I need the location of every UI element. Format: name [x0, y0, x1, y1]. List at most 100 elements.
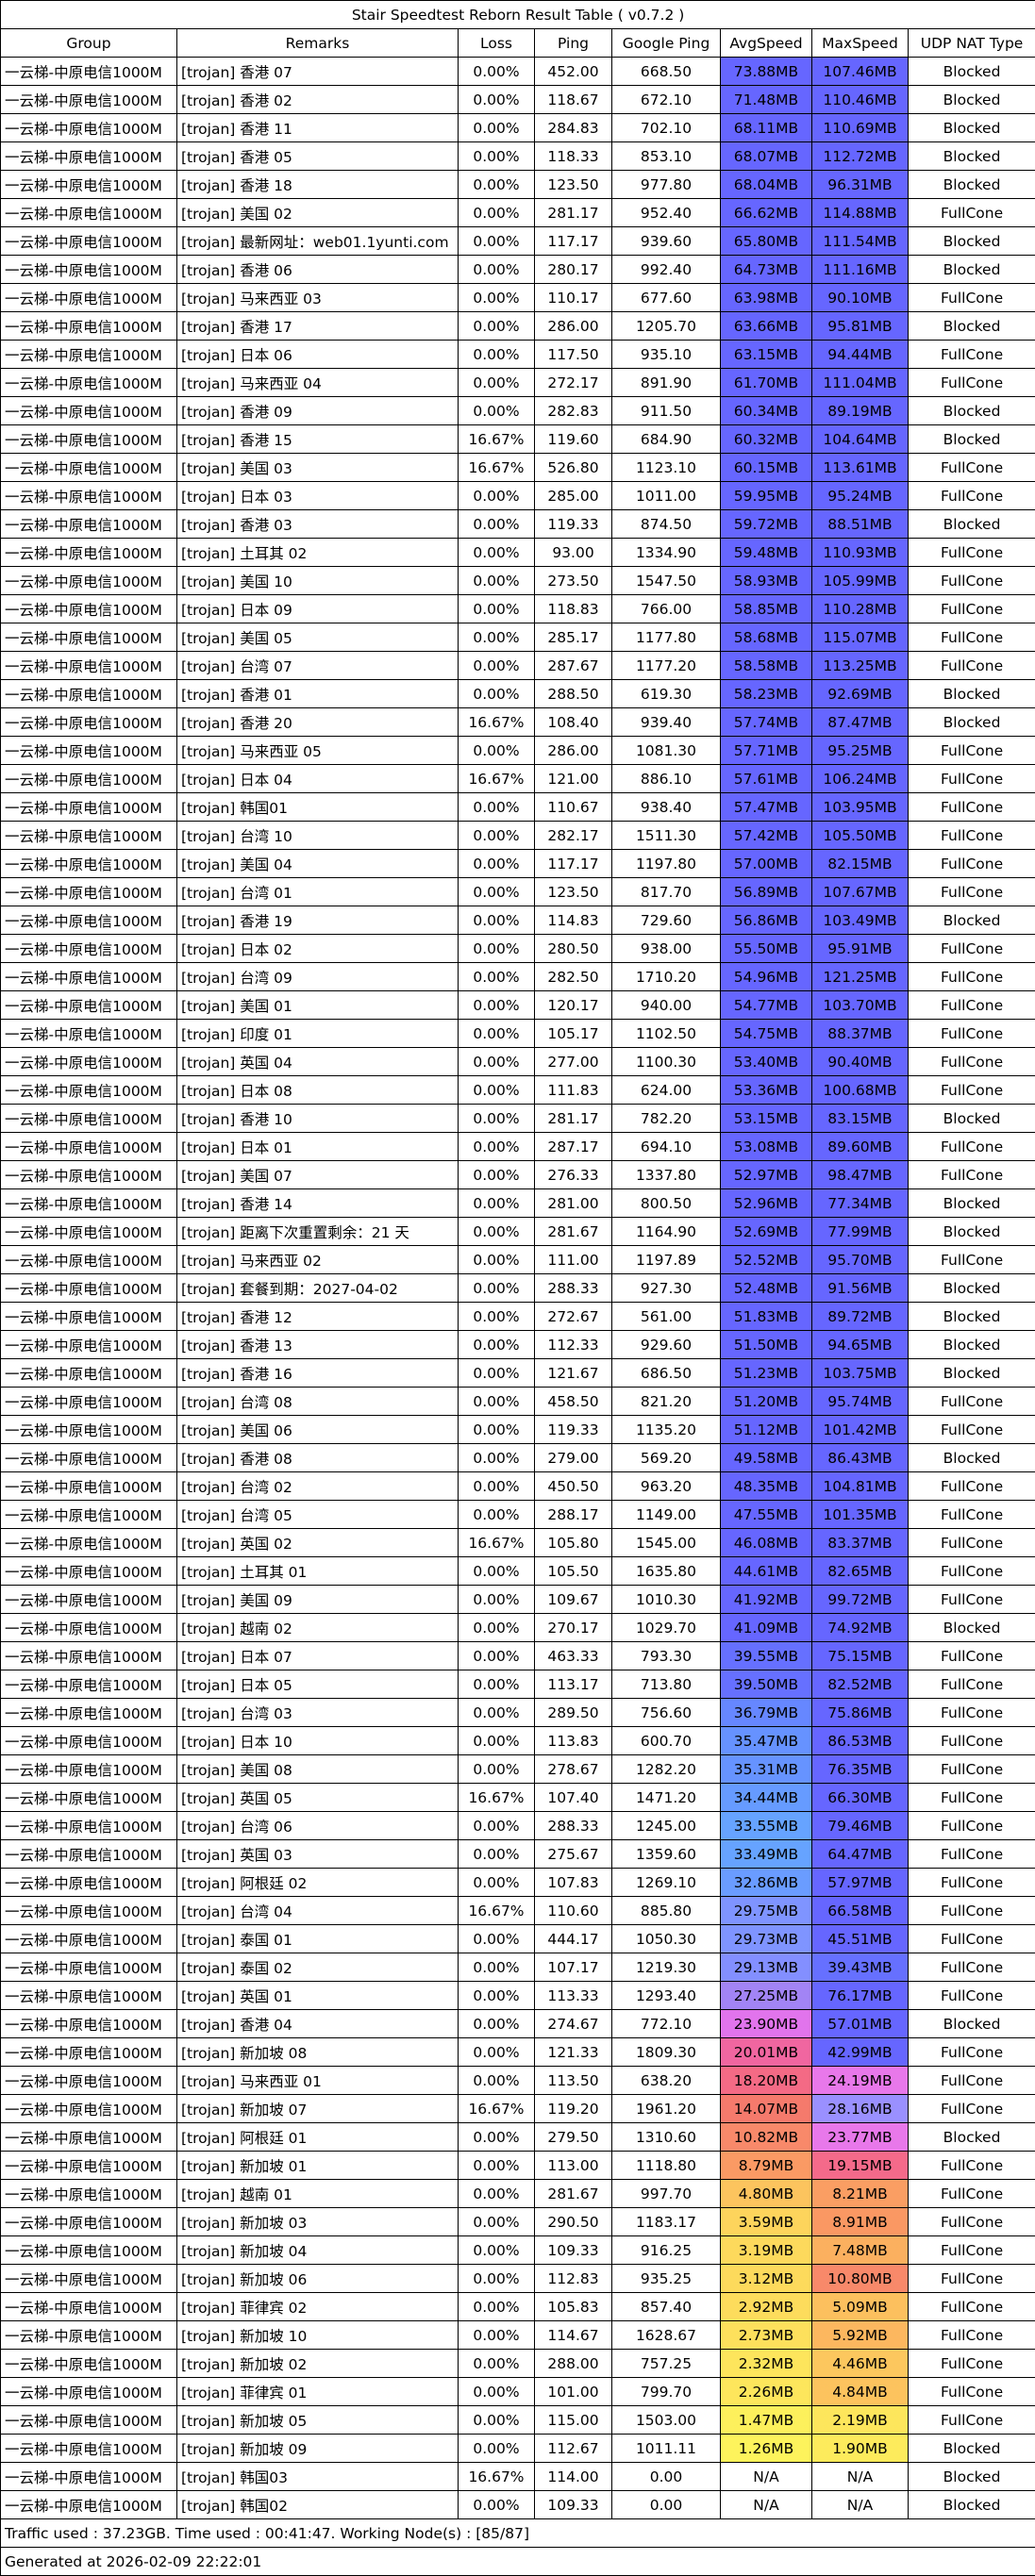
cell-group: 一云梯-中原电信1000M	[1, 793, 177, 822]
cell-google-ping: 997.70	[612, 2180, 721, 2208]
cell-remarks: [trojan] 菲律宾 02	[177, 2293, 459, 2321]
cell-remarks: [trojan] 韩国03	[177, 2463, 459, 2491]
cell-group: 一云梯-中原电信1000M	[1, 1274, 177, 1303]
cell-loss: 0.00%	[459, 227, 535, 256]
cell-max-speed: 45.51MB	[812, 1925, 909, 1953]
cell-udp-nat-type: Blocked	[909, 680, 1035, 708]
cell-avg-speed: 52.69MB	[721, 1218, 812, 1246]
table-title: Stair Speedtest Reborn Result Table ( v0…	[1, 1, 1035, 29]
cell-avg-speed: 32.86MB	[721, 1869, 812, 1897]
cell-avg-speed: 51.50MB	[721, 1331, 812, 1359]
cell-google-ping: 561.00	[612, 1303, 721, 1331]
cell-google-ping: 1282.20	[612, 1755, 721, 1784]
cell-group: 一云梯-中原电信1000M	[1, 2435, 177, 2463]
cell-google-ping: 857.40	[612, 2293, 721, 2321]
footer-traffic: Traffic used : 37.23GB. Time used : 00:4…	[1, 2519, 1035, 2548]
cell-loss: 16.67%	[459, 2463, 535, 2491]
cell-group: 一云梯-中原电信1000M	[1, 2208, 177, 2236]
cell-max-speed: 110.28MB	[812, 595, 909, 623]
cell-ping: 458.50	[535, 1388, 612, 1416]
cell-ping: 121.33	[535, 2038, 612, 2067]
cell-ping: 105.50	[535, 1557, 612, 1586]
cell-group: 一云梯-中原电信1000M	[1, 1529, 177, 1557]
cell-ping: 275.67	[535, 1840, 612, 1869]
cell-udp-nat-type: Blocked	[909, 708, 1035, 737]
cell-avg-speed: 33.49MB	[721, 1840, 812, 1869]
cell-loss: 16.67%	[459, 1784, 535, 1812]
cell-udp-nat-type: FullCone	[909, 737, 1035, 765]
cell-loss: 0.00%	[459, 2152, 535, 2180]
cell-google-ping: 1471.20	[612, 1784, 721, 1812]
cell-max-speed: 89.60MB	[812, 1133, 909, 1161]
cell-google-ping: 1164.90	[612, 1218, 721, 1246]
cell-ping: 118.33	[535, 142, 612, 171]
cell-avg-speed: 51.23MB	[721, 1359, 812, 1388]
cell-max-speed: 10.80MB	[812, 2265, 909, 2293]
cell-loss: 0.00%	[459, 793, 535, 822]
cell-google-ping: 569.20	[612, 1444, 721, 1472]
cell-ping: 279.00	[535, 1444, 612, 1472]
cell-udp-nat-type: FullCone	[909, 1812, 1035, 1840]
cell-udp-nat-type: Blocked	[909, 2010, 1035, 2038]
cell-loss: 0.00%	[459, 567, 535, 595]
cell-avg-speed: 58.85MB	[721, 595, 812, 623]
cell-avg-speed: 57.71MB	[721, 737, 812, 765]
cell-loss: 0.00%	[459, 369, 535, 397]
cell-group: 一云梯-中原电信1000M	[1, 935, 177, 963]
cell-ping: 272.17	[535, 369, 612, 397]
cell-avg-speed: 68.04MB	[721, 171, 812, 199]
cell-google-ping: 1219.30	[612, 1953, 721, 1982]
cell-max-speed: 101.42MB	[812, 1416, 909, 1444]
header-loss: Loss	[459, 29, 535, 58]
cell-ping: 119.33	[535, 510, 612, 539]
cell-udp-nat-type: FullCone	[909, 1501, 1035, 1529]
cell-remarks: [trojan] 英国 05	[177, 1784, 459, 1812]
cell-loss: 0.00%	[459, 1925, 535, 1953]
cell-ping: 279.50	[535, 2123, 612, 2152]
cell-udp-nat-type: Blocked	[909, 86, 1035, 114]
cell-max-speed: 96.31MB	[812, 171, 909, 199]
cell-ping: 111.00	[535, 1246, 612, 1274]
cell-google-ping: 684.90	[612, 425, 721, 454]
cell-ping: 282.83	[535, 397, 612, 425]
cell-loss: 0.00%	[459, 284, 535, 312]
cell-loss: 0.00%	[459, 2236, 535, 2265]
cell-group: 一云梯-中原电信1000M	[1, 1699, 177, 1727]
cell-udp-nat-type: Blocked	[909, 142, 1035, 171]
cell-loss: 0.00%	[459, 623, 535, 652]
cell-udp-nat-type: FullCone	[909, 1699, 1035, 1727]
cell-avg-speed: 52.96MB	[721, 1189, 812, 1218]
cell-ping: 120.17	[535, 991, 612, 1020]
cell-ping: 288.50	[535, 680, 612, 708]
cell-remarks: [trojan] 台湾 08	[177, 1388, 459, 1416]
cell-ping: 281.67	[535, 2180, 612, 2208]
cell-max-speed: 66.58MB	[812, 1897, 909, 1925]
cell-ping: 101.00	[535, 2378, 612, 2406]
cell-udp-nat-type: FullCone	[909, 2293, 1035, 2321]
cell-udp-nat-type: Blocked	[909, 1274, 1035, 1303]
cell-avg-speed: 14.07MB	[721, 2095, 812, 2123]
cell-avg-speed: 63.66MB	[721, 312, 812, 341]
cell-udp-nat-type: FullCone	[909, 2265, 1035, 2293]
cell-avg-speed: 2.73MB	[721, 2321, 812, 2350]
cell-max-speed: 107.46MB	[812, 58, 909, 86]
cell-group: 一云梯-中原电信1000M	[1, 595, 177, 623]
cell-ping: 113.17	[535, 1670, 612, 1699]
cell-google-ping: 885.80	[612, 1897, 721, 1925]
cell-loss: 0.00%	[459, 1359, 535, 1388]
cell-udp-nat-type: FullCone	[909, 1784, 1035, 1812]
cell-ping: 114.83	[535, 906, 612, 935]
cell-avg-speed: 60.32MB	[721, 425, 812, 454]
cell-remarks: [trojan] 新加坡 04	[177, 2236, 459, 2265]
cell-udp-nat-type: FullCone	[909, 850, 1035, 878]
